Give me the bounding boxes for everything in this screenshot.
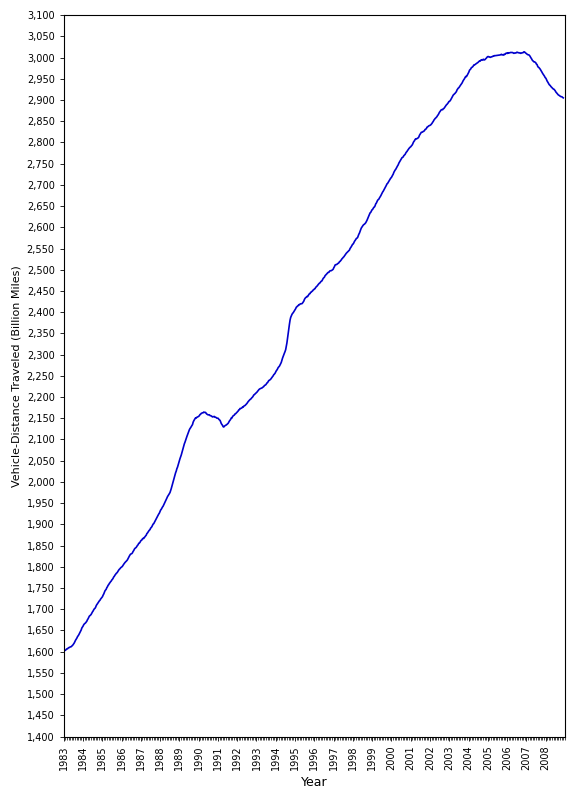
- X-axis label: Year: Year: [301, 776, 328, 789]
- Y-axis label: Vehicle-Distance Traveled (Billion Miles): Vehicle-Distance Traveled (Billion Miles…: [11, 265, 21, 486]
